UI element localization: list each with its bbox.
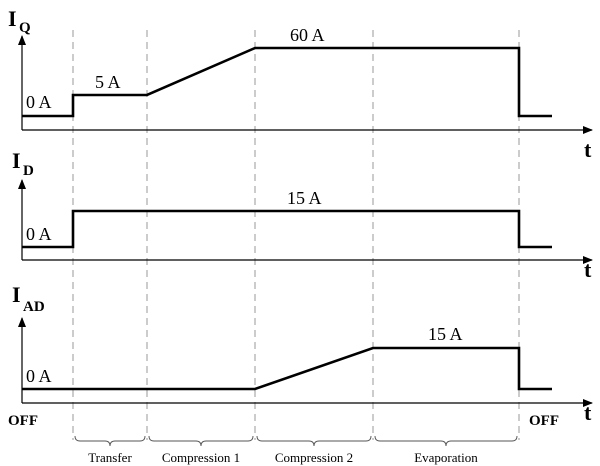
iq-axis-symbol: I xyxy=(8,6,17,31)
brace-evaporation xyxy=(374,435,518,447)
phase-braces xyxy=(74,435,518,447)
id-level-0a: 0 A xyxy=(26,224,52,244)
iad-level-0a: 0 A xyxy=(26,366,52,386)
brace-compression-1 xyxy=(148,435,254,447)
iq-waveform xyxy=(22,46,552,118)
panel-iad: I AD t 0 A 15 A xyxy=(12,282,593,425)
iad-level-15a: 15 A xyxy=(428,324,463,344)
iad-axis-subscript: AD xyxy=(23,299,45,315)
iq-level-5a: 5 A xyxy=(95,72,121,92)
phase-label-transfer: Transfer xyxy=(88,450,132,465)
id-axis-subscript: D xyxy=(23,163,34,179)
phase-boundaries xyxy=(72,30,520,440)
id-waveform xyxy=(22,209,552,249)
id-level-15a: 15 A xyxy=(287,188,322,208)
phase-label-compression-1: Compression 1 xyxy=(162,450,240,465)
phase-label-compression-2: Compression 2 xyxy=(275,450,353,465)
iad-waveform xyxy=(22,346,552,391)
off-label-end: OFF xyxy=(529,413,559,429)
iq-time-label: t xyxy=(584,137,592,162)
brace-compression-2 xyxy=(256,435,372,447)
iad-time-label: t xyxy=(584,400,592,425)
panel-id: I D t 0 A 15 A xyxy=(12,148,593,282)
iad-axis-symbol: I xyxy=(12,282,21,307)
phase-label-evaporation: Evaporation xyxy=(414,450,478,465)
id-time-label: t xyxy=(584,257,592,282)
panel-iq: I Q t 0 A 5 A 60 A xyxy=(8,6,593,162)
iq-level-0a: 0 A xyxy=(26,92,52,112)
brace-transfer xyxy=(74,435,146,447)
iq-axis-subscript: Q xyxy=(19,20,31,36)
id-axis-symbol: I xyxy=(12,148,21,173)
iq-level-60a: 60 A xyxy=(290,25,325,45)
off-label-start: OFF xyxy=(8,413,38,429)
